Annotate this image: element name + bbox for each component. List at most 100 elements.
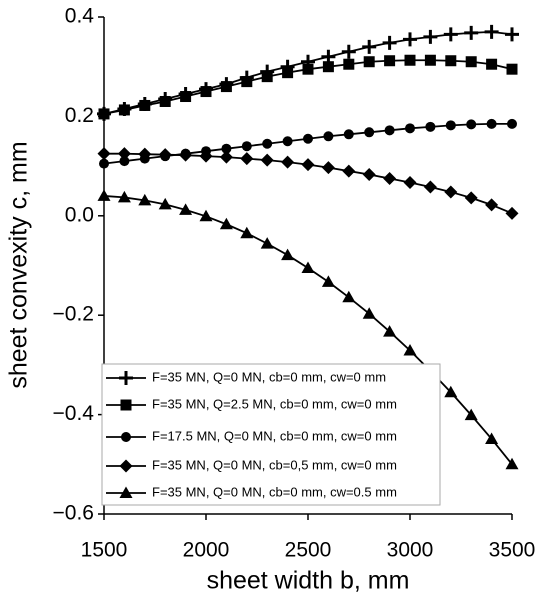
marker (505, 206, 519, 220)
marker (342, 164, 356, 178)
marker (383, 325, 397, 337)
marker (221, 143, 232, 154)
marker (466, 119, 477, 130)
marker (405, 123, 415, 134)
marker (97, 189, 111, 201)
marker (199, 149, 213, 163)
marker (117, 190, 131, 203)
marker (383, 172, 397, 186)
legend-marker (121, 432, 131, 442)
marker (506, 63, 518, 75)
marker (485, 198, 499, 212)
x-tick-label: 1500 (81, 539, 128, 562)
marker (282, 136, 293, 147)
marker (403, 176, 417, 190)
marker (138, 193, 152, 206)
marker (119, 156, 130, 167)
marker (117, 147, 131, 161)
marker (303, 133, 313, 144)
y-tick-label: −0.4 (53, 402, 95, 425)
marker (179, 203, 193, 215)
marker (240, 152, 254, 166)
marker (404, 54, 416, 66)
marker (505, 27, 519, 42)
marker (179, 148, 193, 162)
marker (423, 180, 437, 194)
marker (219, 150, 233, 164)
marker (241, 76, 253, 88)
marker (425, 121, 436, 132)
marker (384, 125, 395, 136)
marker (403, 32, 417, 47)
marker (281, 155, 295, 169)
marker (343, 129, 354, 140)
y-tick-label: 0.2 (65, 104, 94, 127)
marker (118, 104, 130, 116)
y-tick-label: 0.4 (65, 5, 95, 28)
marker (484, 24, 499, 39)
marker (485, 432, 499, 444)
marker (384, 55, 396, 67)
marker (363, 56, 375, 68)
marker (403, 343, 417, 356)
marker (138, 147, 152, 161)
marker (301, 261, 315, 273)
marker (342, 290, 356, 303)
marker (219, 217, 233, 230)
y-tick-label: 0.0 (65, 203, 94, 226)
x-tick-label: 3000 (387, 539, 434, 562)
marker (98, 108, 110, 120)
legend-label: F=17.5 MN, Q=0 MN, cb=0 mm, cw=0 mm (152, 428, 397, 443)
marker (262, 138, 273, 149)
marker (445, 55, 457, 67)
marker (158, 197, 172, 210)
marker (322, 61, 334, 73)
y-tick-label: −0.6 (53, 502, 94, 525)
legend-marker (119, 486, 133, 498)
marker (341, 44, 356, 59)
marker (158, 148, 172, 162)
marker (220, 81, 232, 93)
marker (323, 131, 334, 142)
marker (507, 118, 517, 129)
marker (424, 54, 436, 66)
marker (321, 161, 335, 175)
marker (281, 248, 295, 261)
marker (99, 158, 109, 169)
marker (382, 35, 397, 50)
marker (139, 99, 151, 111)
marker (464, 25, 479, 40)
legend-label: F=35 MN, Q=2.5 MN, cb=0 mm, cw=0 mm (152, 396, 397, 411)
marker (505, 457, 519, 470)
marker (301, 158, 315, 172)
marker (444, 185, 458, 199)
marker (282, 67, 294, 79)
marker (444, 385, 458, 398)
marker (97, 147, 111, 161)
legend-label: F=35 MN, Q=0 MN, cb=0 mm, cw=0.5 mm (152, 484, 397, 499)
marker (486, 118, 497, 129)
legend-marker (119, 371, 133, 385)
marker (240, 226, 254, 239)
legend-label: F=35 MN, Q=0 MN, cb=0,5 mm, cw=0 mm (152, 457, 397, 472)
x-tick-label: 3500 (489, 539, 536, 562)
marker (423, 29, 438, 44)
x-tick-label: 2500 (285, 539, 332, 562)
marker (362, 39, 377, 54)
marker (464, 191, 478, 205)
marker (465, 56, 477, 68)
marker (200, 86, 212, 98)
x-axis-label: sheet width b, mm (207, 567, 410, 595)
marker (486, 58, 498, 70)
marker (443, 27, 458, 42)
marker (241, 141, 252, 152)
marker (180, 91, 192, 103)
legend-box (101, 363, 441, 506)
marker (362, 307, 376, 319)
marker (159, 95, 171, 107)
marker (260, 153, 274, 167)
marker (321, 275, 335, 287)
marker (199, 209, 213, 222)
